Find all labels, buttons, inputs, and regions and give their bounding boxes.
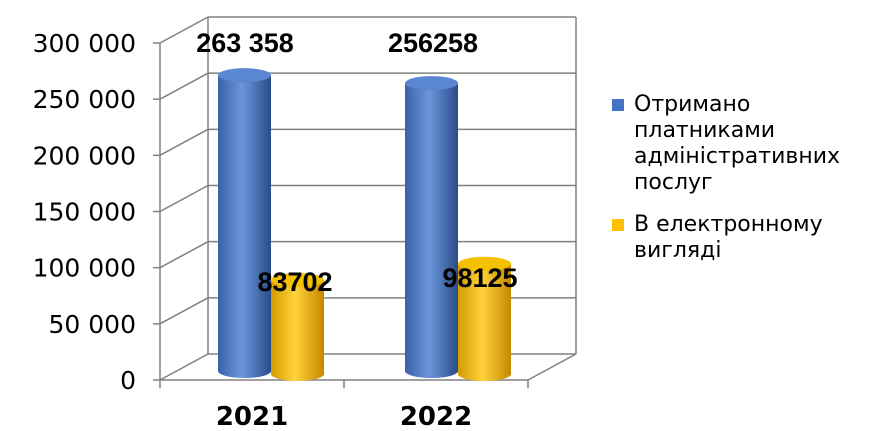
side-gridline — [159, 128, 209, 156]
side-gridline — [159, 184, 209, 213]
side-gridline — [159, 16, 209, 44]
bar-electronic-2021 — [271, 279, 324, 381]
bar-top-electronic-2022 — [458, 256, 511, 271]
side-gridline — [159, 72, 209, 100]
y-tick-label: 250 000 — [33, 85, 136, 114]
bar-received-2022 — [405, 83, 458, 379]
data-label: 256258 — [388, 28, 478, 58]
bar-received-2021 — [218, 75, 271, 379]
bars — [218, 68, 511, 381]
bar-top-received-2021 — [218, 68, 271, 83]
data-label: 98125 — [442, 263, 517, 293]
bar-top-electronic-2021 — [271, 272, 324, 287]
legend-item-electronic: В електронному вигляді — [612, 212, 877, 264]
floor-right-edge — [527, 353, 577, 381]
y-tick-label: 0 — [120, 366, 136, 395]
side-gridline — [159, 241, 209, 269]
y-tick-label: 50 000 — [49, 310, 136, 339]
y-tick-label: 200 000 — [33, 141, 136, 170]
side-gridline — [159, 353, 209, 381]
side-gridline — [159, 297, 209, 325]
bar-electronic-2022 — [458, 263, 511, 381]
bar-top-received-2022 — [405, 76, 458, 91]
y-tick-label: 150 000 — [33, 198, 136, 227]
data-label: 263 358 — [196, 28, 294, 58]
legend-label-electronic: В електронному вигляді — [634, 212, 823, 263]
legend-item-received: Отримано платниками адміністративних пос… — [612, 92, 877, 196]
legend-swatch-yellow — [612, 219, 624, 231]
legend-swatch-blue — [612, 99, 624, 111]
y-tick-label: 100 000 — [33, 254, 136, 283]
y-tick-label: 300 000 — [33, 29, 136, 58]
x-tick-label: 2021 — [216, 402, 288, 431]
data-labels: 263 358 256258 83702 98125 — [196, 28, 517, 297]
legend: Отримано платниками адміністративних пос… — [612, 92, 877, 280]
data-label: 83702 — [257, 267, 332, 297]
x-tick-label: 2022 — [400, 402, 472, 431]
legend-label-received: Отримано платниками адміністративних пос… — [634, 92, 841, 195]
